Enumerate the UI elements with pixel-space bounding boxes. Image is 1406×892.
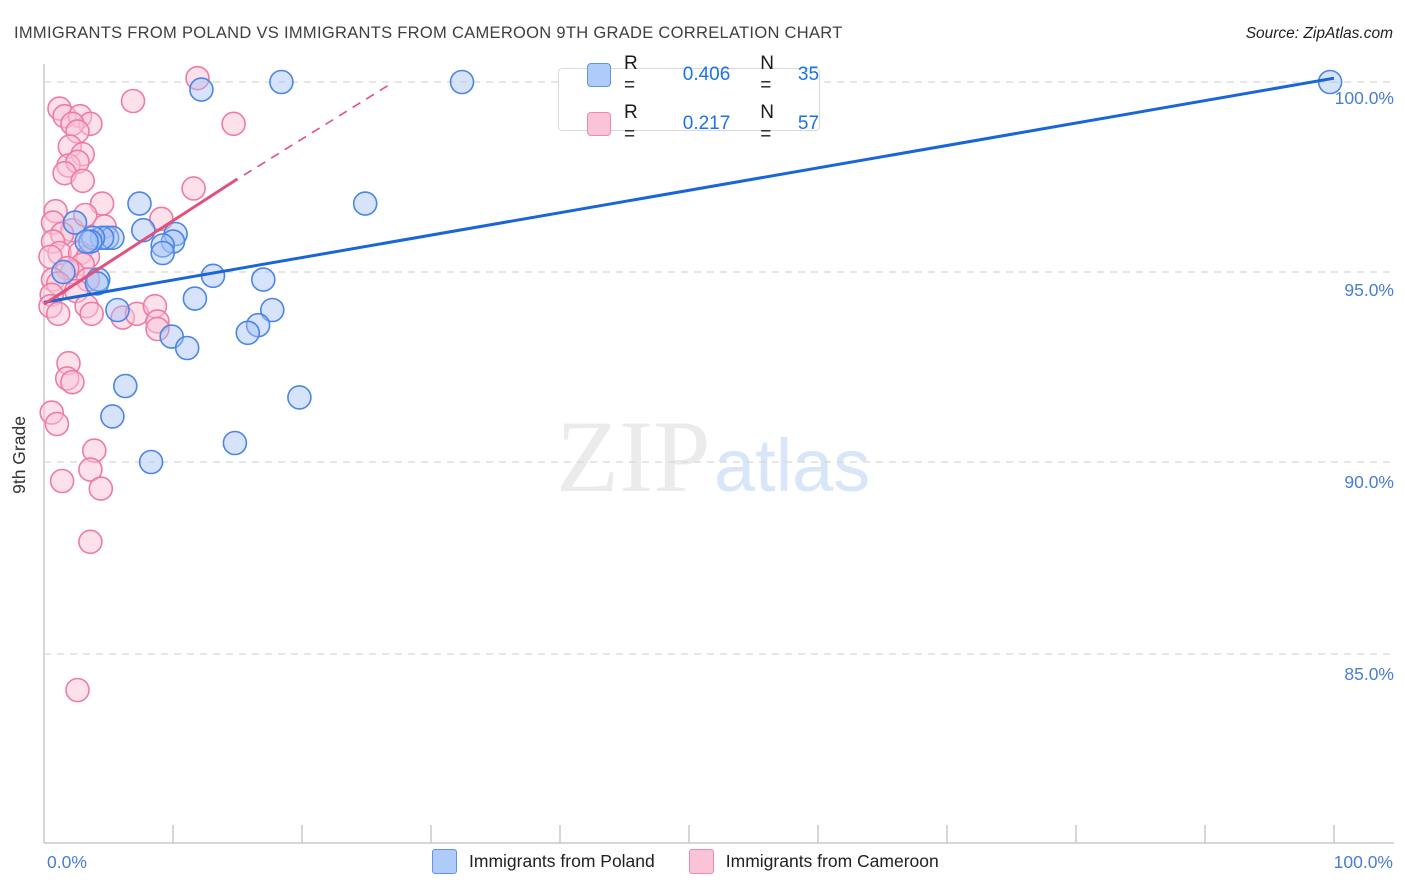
y-tick-95: 95.0% [1344, 280, 1394, 300]
watermark-atlas: atlas [714, 424, 870, 507]
scatter-point-poland [189, 77, 214, 102]
scatter-point-poland [138, 449, 164, 475]
poland-trend-line [43, 76, 1335, 304]
series-legend-cameroon: Immigrants from Cameroon [688, 849, 939, 874]
scatter-point-poland [84, 271, 110, 296]
scatter-point-cameroon [78, 529, 103, 555]
y-tick-100: 100.0% [1335, 88, 1394, 108]
scatter-point-poland [174, 335, 200, 361]
r-label: R = [624, 102, 638, 145]
trend-lines-group [43, 76, 1335, 306]
scatter-point-cameroon [60, 369, 85, 395]
scatter-point-cameroon [65, 677, 90, 703]
n-value-poland: 35 [797, 64, 820, 85]
gridlines [44, 81, 1394, 655]
scatter-point-poland [235, 320, 261, 346]
scatter-point-cameroon [49, 468, 75, 494]
cameroon-swatch [688, 849, 714, 874]
n-value-cameroon: 57 [797, 113, 820, 134]
scatter-point-poland [100, 404, 125, 429]
scatter-point-poland [269, 69, 294, 95]
scatter-point-poland [352, 191, 378, 216]
watermark-zip: ZIP [556, 400, 711, 514]
scatter-point-cameroon [181, 176, 206, 201]
r-value-poland: 0.406 [682, 64, 731, 85]
scatter-point-poland [74, 229, 99, 254]
series-legend-label: Immigrants from Poland [469, 851, 655, 871]
scatter-point-poland [51, 259, 76, 285]
scatter-point-cameroon [70, 168, 95, 194]
legend-row-poland: R = 0.406 N = 35 [587, 53, 819, 97]
r-label: R = [624, 53, 638, 96]
scatter-point-poland [222, 430, 248, 456]
scatter-point-cameroon [145, 316, 170, 342]
series-legend-poland: Immigrants from Poland [432, 849, 655, 874]
y-tick-labels: 100.0% 95.0% 90.0% 85.0% [1335, 88, 1394, 684]
scatter-point-poland [150, 240, 175, 266]
cameroon-swatch [587, 112, 611, 136]
series-legend-label: Immigrants from Cameroon [725, 851, 939, 871]
x-axis-ticks [172, 825, 1335, 843]
scatter-point-poland [449, 69, 475, 95]
scatter-point-poland [250, 267, 276, 292]
poland-swatch [587, 63, 611, 87]
scatter-point-cameroon [221, 111, 246, 137]
x-tick-0: 0.0% [47, 852, 87, 872]
cameroon-trend-line [43, 177, 239, 306]
scatter-point-cameroon [88, 476, 114, 501]
scatter-point-poland [80, 225, 106, 251]
y-tick-85: 85.0% [1344, 664, 1394, 684]
scatter-point-poland [113, 373, 138, 399]
n-label: N = [760, 53, 775, 96]
poland-points-group [51, 69, 1343, 475]
scatter-point-cameroon [44, 411, 70, 437]
scatter-point-poland [62, 210, 88, 235]
scatter-point-cameroon [120, 88, 146, 114]
scatter-point-poland [287, 385, 312, 410]
poland-swatch [432, 849, 457, 874]
x-tick-100: 100.0% [1333, 852, 1393, 872]
r-value-cameroon: 0.217 [682, 113, 731, 134]
scatter-point-poland [182, 286, 208, 311]
scatter-point-poland [259, 297, 285, 323]
scatter-point-cameroon [79, 301, 104, 327]
watermark: ZIP atlas [556, 400, 870, 514]
n-label: N = [760, 102, 775, 145]
cameroon-trend-line-extension [243, 81, 395, 176]
source-attribution: Source: ZipAtlas.com [1245, 25, 1393, 42]
correlation-legend-box: R = 0.406 N = 35 R = 0.217 N = 57 [558, 53, 820, 145]
legend-row-cameroon: R = 0.217 N = 57 [587, 102, 819, 146]
y-axis-title: 9th Grade [9, 416, 29, 494]
series-legend: Immigrants from Poland Immigrants from C… [432, 849, 957, 874]
scatter-point-poland [105, 297, 130, 323]
scatter-point-cameroon [78, 457, 103, 482]
scatter-point-poland [150, 233, 175, 258]
scatter-point-cameroon [45, 301, 71, 327]
page-title: IMMIGRANTS FROM POLAND VS IMMIGRANTS FRO… [14, 24, 843, 42]
y-tick-90: 90.0% [1344, 472, 1394, 492]
axes [43, 64, 1394, 844]
cameroon-points-group [38, 65, 246, 703]
scatter-point-poland [127, 191, 152, 216]
